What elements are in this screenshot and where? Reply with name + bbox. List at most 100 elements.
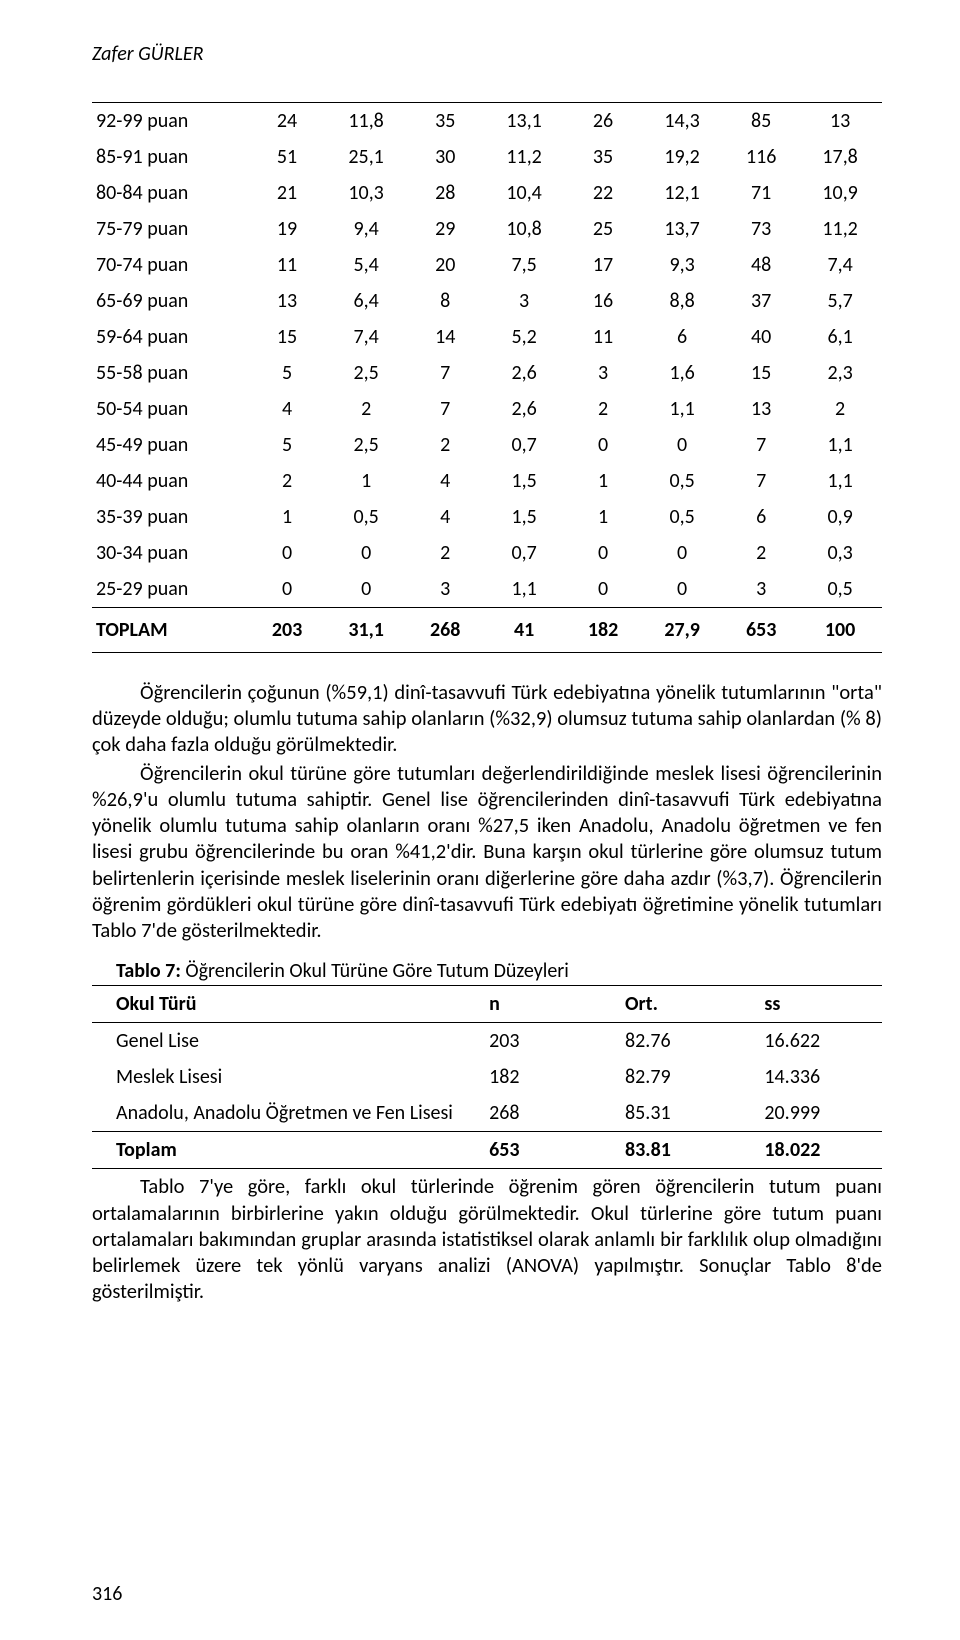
cell: 11,2 <box>482 139 566 175</box>
table-row: 70-74 puan115,4207,5179,3487,4 <box>92 247 882 283</box>
cell: 1,5 <box>482 463 566 499</box>
cell: 17 <box>566 247 640 283</box>
cell: 14.336 <box>740 1059 882 1095</box>
cell: 2 <box>798 391 882 427</box>
cell: 5 <box>250 427 324 463</box>
cell: 7 <box>408 355 482 391</box>
row-label: 92-99 puan <box>92 103 250 139</box>
cell: 2 <box>408 535 482 571</box>
cell: 5,2 <box>482 319 566 355</box>
table-row: Anadolu, Anadolu Öğretmen ve Fen Lisesi2… <box>92 1095 882 1132</box>
table-row: 59-64 puan157,4145,2116406,1 <box>92 319 882 355</box>
cell: 20 <box>408 247 482 283</box>
cell: 0 <box>250 571 324 608</box>
table1: 92-99 puan2411,83513,12614,3851385-91 pu… <box>92 103 882 653</box>
cell: 2,6 <box>482 355 566 391</box>
cell: 1,6 <box>640 355 724 391</box>
cell: 116 <box>724 139 798 175</box>
cell: 0,5 <box>798 571 882 608</box>
cell: 0 <box>566 571 640 608</box>
cell: 653 <box>465 1132 601 1169</box>
cell: 10,8 <box>482 211 566 247</box>
cell: 25 <box>566 211 640 247</box>
cell: 41 <box>482 608 566 653</box>
row-label: 75-79 puan <box>92 211 250 247</box>
cell: 4 <box>250 391 324 427</box>
cell: 13 <box>798 103 882 139</box>
cell: 0 <box>324 535 408 571</box>
page: Zafer GÜRLER 92-99 puan2411,83513,12614,… <box>0 0 960 1640</box>
cell: Meslek Lisesi <box>92 1059 465 1095</box>
table-total-row: TOPLAM20331,12684118227,9653100 <box>92 608 882 653</box>
cell: 51 <box>250 139 324 175</box>
cell: 10,3 <box>324 175 408 211</box>
table-row: 30-34 puan0020,70020,3 <box>92 535 882 571</box>
cell: 10,9 <box>798 175 882 211</box>
table-row: Meslek Lisesi18282.7914.336 <box>92 1059 882 1095</box>
cell: 0 <box>250 535 324 571</box>
cell: 14,3 <box>640 103 724 139</box>
row-label: 85-91 puan <box>92 139 250 175</box>
cell: 30 <box>408 139 482 175</box>
body-text-2: Tablo 7'ye göre, farklı okul türlerinde … <box>92 1173 882 1304</box>
cell: 3 <box>566 355 640 391</box>
row-label: 80-84 puan <box>92 175 250 211</box>
cell: 7,5 <box>482 247 566 283</box>
row-label: 30-34 puan <box>92 535 250 571</box>
table-header-row: Okul TürünOrt.ss <box>92 986 882 1023</box>
row-label: 45-49 puan <box>92 427 250 463</box>
cell: 19 <box>250 211 324 247</box>
row-label: 65-69 puan <box>92 283 250 319</box>
cell: 1,5 <box>482 499 566 535</box>
table-row: 75-79 puan199,42910,82513,77311,2 <box>92 211 882 247</box>
cell: 7,4 <box>798 247 882 283</box>
cell: 2,5 <box>324 355 408 391</box>
cell: 1,1 <box>798 427 882 463</box>
row-label: 35-39 puan <box>92 499 250 535</box>
cell: 19,2 <box>640 139 724 175</box>
cell: 8 <box>408 283 482 319</box>
cell: 268 <box>465 1095 601 1132</box>
table2: Okul TürünOrt.ssGenel Lise20382.7616.622… <box>92 985 882 1169</box>
cell: 15 <box>250 319 324 355</box>
cell: 9,4 <box>324 211 408 247</box>
cell: 25,1 <box>324 139 408 175</box>
cell: 16.622 <box>740 1023 882 1060</box>
cell: 48 <box>724 247 798 283</box>
cell: 203 <box>465 1023 601 1060</box>
cell: 1 <box>566 499 640 535</box>
table-total-row: Toplam65383.8118.022 <box>92 1132 882 1169</box>
cell: 35 <box>408 103 482 139</box>
cell: 5,7 <box>798 283 882 319</box>
cell: 11 <box>250 247 324 283</box>
col-header: ss <box>740 986 882 1023</box>
cell: 2,6 <box>482 391 566 427</box>
cell: 0,7 <box>482 427 566 463</box>
table-row: 45-49 puan52,520,70071,1 <box>92 427 882 463</box>
cell: 7 <box>724 463 798 499</box>
cell: Anadolu, Anadolu Öğretmen ve Fen Lisesi <box>92 1095 465 1132</box>
cell: 2 <box>724 535 798 571</box>
cell: 35 <box>566 139 640 175</box>
cell: 0,7 <box>482 535 566 571</box>
cell: 0 <box>640 427 724 463</box>
cell: 3 <box>408 571 482 608</box>
row-label: 25-29 puan <box>92 571 250 608</box>
cell: 7 <box>724 427 798 463</box>
cell: 12,1 <box>640 175 724 211</box>
cell: 13,7 <box>640 211 724 247</box>
cell: 2,3 <box>798 355 882 391</box>
cell: 71 <box>724 175 798 211</box>
cell: 653 <box>724 608 798 653</box>
cell: 0 <box>640 571 724 608</box>
cell: 4 <box>408 463 482 499</box>
cell: 13 <box>724 391 798 427</box>
cell: 1,1 <box>798 463 882 499</box>
cell: 14 <box>408 319 482 355</box>
cell: 24 <box>250 103 324 139</box>
cell: 0,5 <box>640 463 724 499</box>
col-header: n <box>465 986 601 1023</box>
table-row: 35-39 puan10,541,510,560,9 <box>92 499 882 535</box>
cell: 0 <box>566 427 640 463</box>
table-row: 85-91 puan5125,13011,23519,211617,8 <box>92 139 882 175</box>
